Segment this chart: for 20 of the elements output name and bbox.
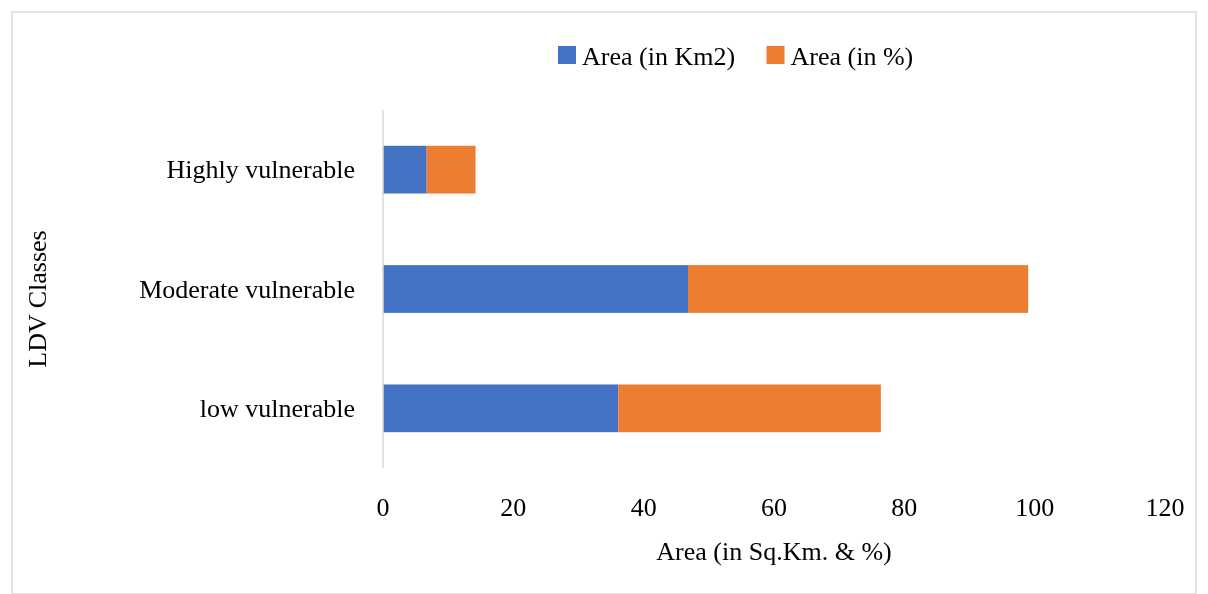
x-tick-label: 0 — [376, 493, 390, 522]
x-tick-label: 100 — [1015, 493, 1055, 522]
legend-label: Area (in Km2) — [582, 41, 736, 71]
x-tick-label: 20 — [500, 493, 527, 522]
legend-label: Area (in %) — [790, 41, 914, 71]
x-tick-label: 40 — [630, 493, 657, 522]
x-tick-label: 120 — [1145, 493, 1185, 522]
bar — [426, 145, 476, 194]
y-axis-title: LDV Classes — [23, 230, 52, 368]
x-tick-label: 80 — [891, 493, 918, 522]
x-axis-title: Area (in Sq.Km. & %) — [656, 537, 892, 566]
y-tick-label: Moderate vulnerable — [139, 274, 355, 304]
x-tick-label: 60 — [761, 493, 787, 522]
y-tick-label: low vulnerable — [199, 393, 355, 423]
y-tick-label: Highly vulnerable — [166, 155, 355, 185]
bar — [383, 145, 427, 194]
bar — [687, 265, 1029, 313]
bar — [383, 384, 619, 433]
bar — [383, 265, 688, 313]
bar — [618, 384, 881, 433]
